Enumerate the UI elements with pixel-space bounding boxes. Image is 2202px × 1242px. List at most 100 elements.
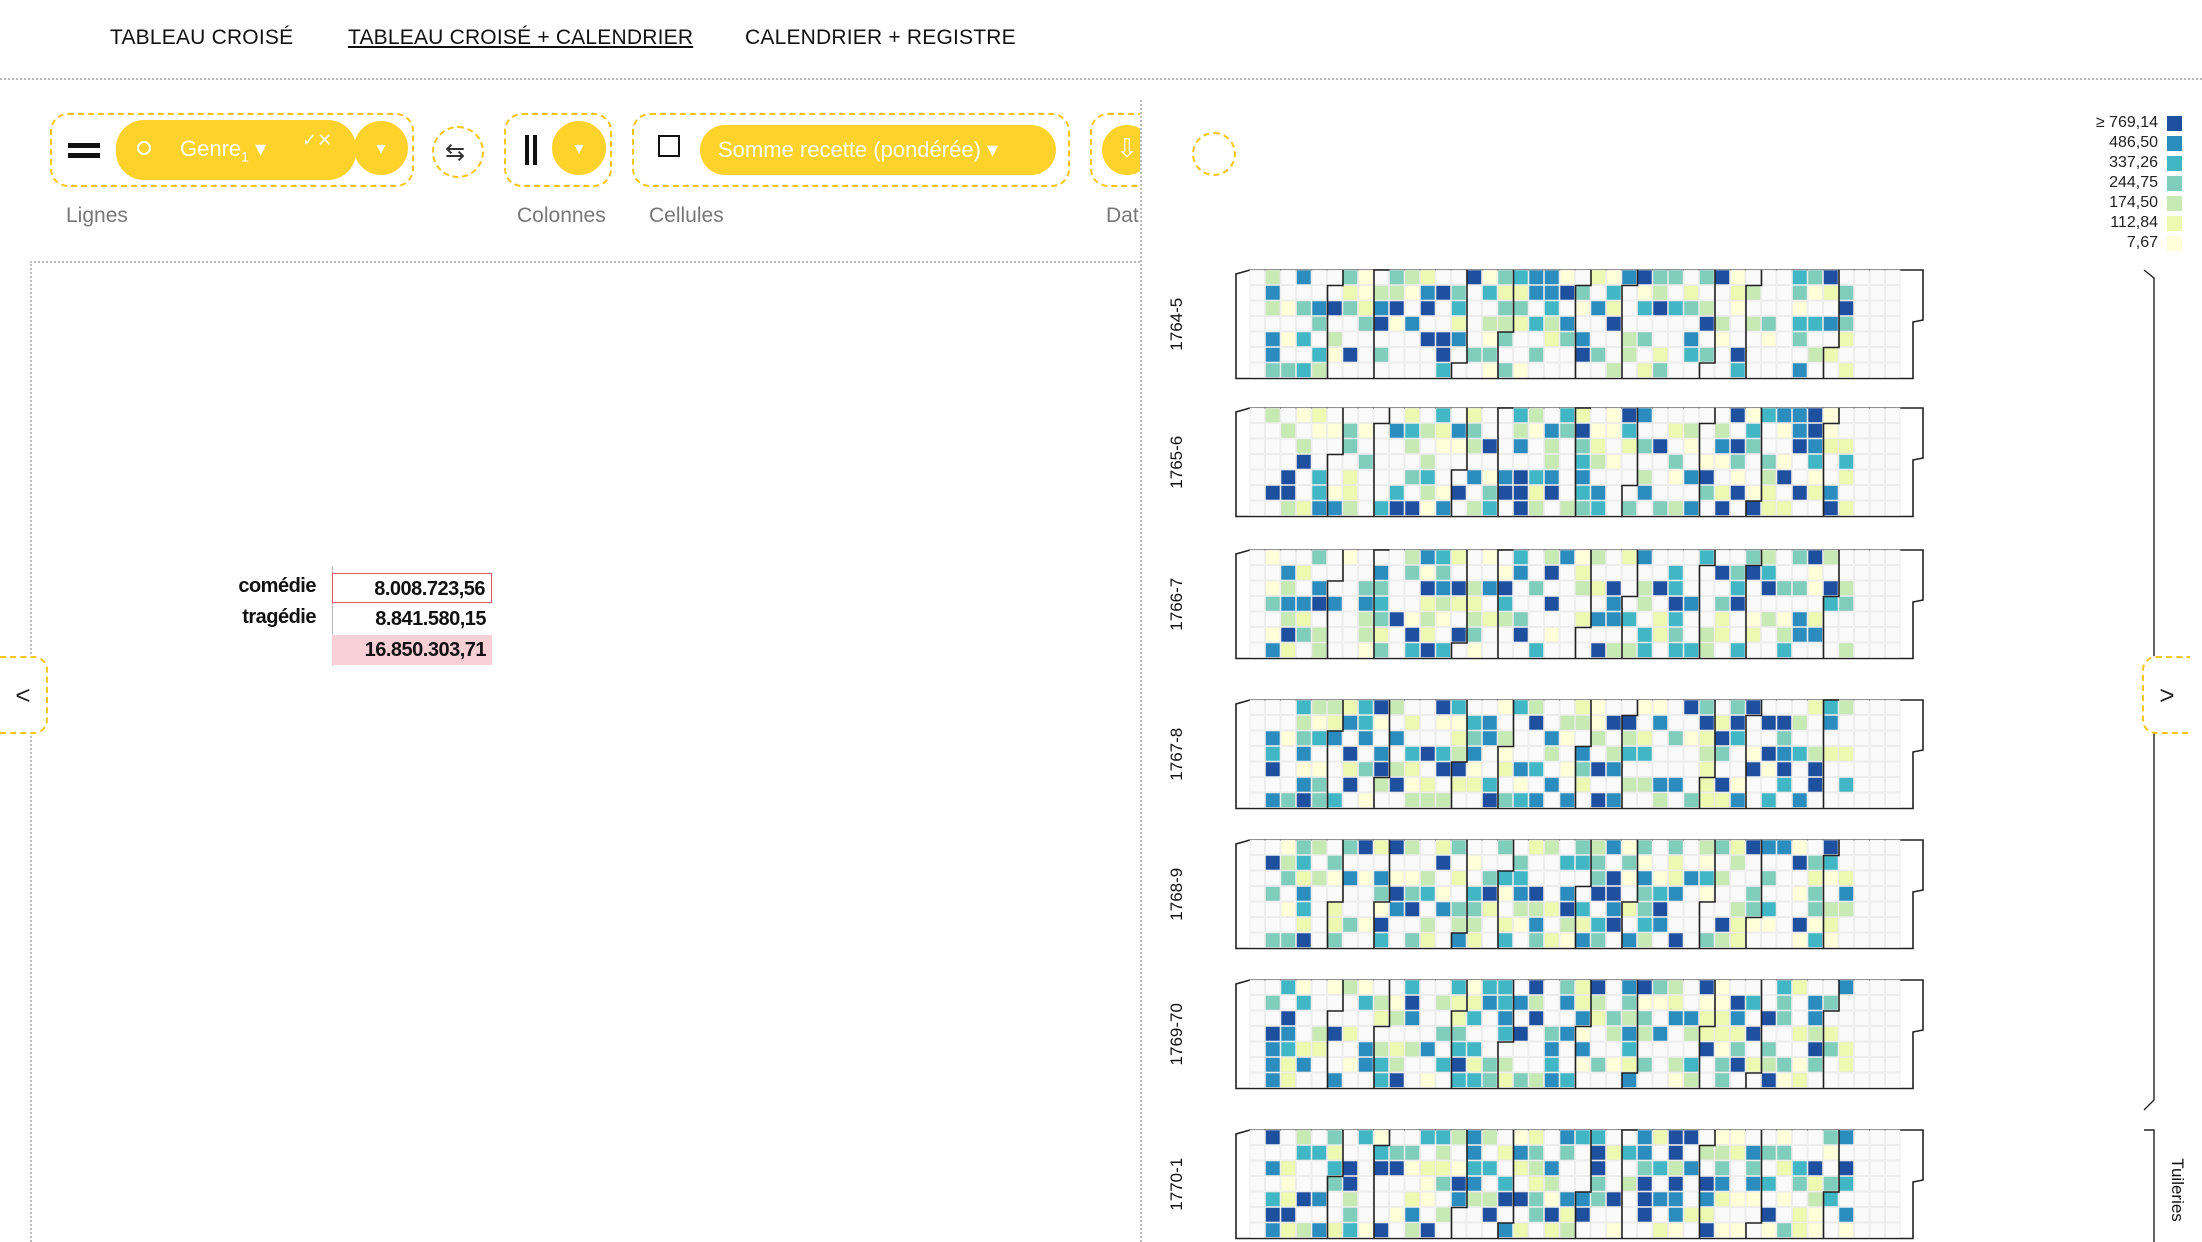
calendar-day-cell[interactable] [1389,423,1405,439]
calendar-day-cell[interactable] [1420,500,1436,516]
calendar-day-cell[interactable] [1792,1129,1808,1145]
calendar-day-cell[interactable] [1730,1026,1746,1042]
calendar-options-button[interactable] [1192,132,1236,176]
calendar-day-cell[interactable] [1404,1207,1420,1223]
calendar-day-cell[interactable] [1327,580,1343,596]
calendar-day-cell[interactable] [1590,500,1606,516]
calendar-day-cell[interactable] [1497,596,1513,612]
calendar-day-cell[interactable] [1497,1191,1513,1207]
calendar-day-cell[interactable] [1559,596,1575,612]
calendar-day-cell[interactable] [1699,1010,1715,1026]
calendar-day-cell[interactable] [1420,269,1436,285]
calendar-day-cell[interactable] [1327,870,1343,886]
calendar-day-cell[interactable] [1869,699,1885,715]
calendar-day-cell[interactable] [1838,454,1854,470]
calendar-day-cell[interactable] [1745,1145,1761,1161]
calendar-day-cell[interactable] [1637,500,1653,516]
calendar-day-cell[interactable] [1373,792,1389,808]
calendar-day-cell[interactable] [1621,870,1637,886]
calendar-day-cell[interactable] [1482,792,1498,808]
calendar-day-cell[interactable] [1590,730,1606,746]
calendar-day-cell[interactable] [1575,932,1591,948]
calendar-day-cell[interactable] [1776,627,1792,643]
calendar-day-cell[interactable] [1389,347,1405,363]
calendar-day-cell[interactable] [1606,565,1622,581]
calendar-day-cell[interactable] [1296,730,1312,746]
calendar-day-cell[interactable] [1389,627,1405,643]
calendar-day-cell[interactable] [1683,362,1699,378]
calendar-day-cell[interactable] [1482,1010,1498,1026]
calendar-day-cell[interactable] [1497,485,1513,501]
calendar-day-cell[interactable] [1652,715,1668,731]
calendar-day-cell[interactable] [1311,746,1327,762]
calendar-day-cell[interactable] [1265,1057,1281,1073]
calendar-day-cell[interactable] [1389,565,1405,581]
calendar-day-cell[interactable] [1807,932,1823,948]
calendar-day-cell[interactable] [1528,1207,1544,1223]
calendar-day-cell[interactable] [1792,1145,1808,1161]
calendar-day-cell[interactable] [1807,580,1823,596]
calendar-day-cell[interactable] [1544,995,1560,1011]
calendar-day-cell[interactable] [1249,1026,1265,1042]
calendar-day-cell[interactable] [1327,1129,1343,1145]
calendar-day-cell[interactable] [1761,1145,1777,1161]
calendar-day-cell[interactable] [1761,627,1777,643]
calendar-day-cell[interactable] [1559,316,1575,332]
calendar-day-cell[interactable] [1714,870,1730,886]
calendar-day-cell[interactable] [1699,855,1715,871]
calendar-day-cell[interactable] [1885,746,1901,762]
calendar-day-cell[interactable] [1249,715,1265,731]
calendar-day-cell[interactable] [1513,901,1529,917]
calendar-day-cell[interactable] [1513,730,1529,746]
calendar-day-cell[interactable] [1559,979,1575,995]
calendar-day-cell[interactable] [1342,1041,1358,1057]
calendar-day-cell[interactable] [1699,300,1715,316]
calendar-day-cell[interactable] [1435,362,1451,378]
calendar-day-cell[interactable] [1420,839,1436,855]
calendar-day-cell[interactable] [1435,627,1451,643]
cells-shelf[interactable]: Somme recette (pondérée) ▾ [632,113,1070,187]
calendar-day-cell[interactable] [1420,469,1436,485]
calendar-day-cell[interactable] [1404,316,1420,332]
calendar-day-cell[interactable] [1544,917,1560,933]
calendar-day-cell[interactable] [1249,1176,1265,1192]
calendar-day-cell[interactable] [1745,500,1761,516]
calendar-day-cell[interactable] [1404,746,1420,762]
calendar-day-cell[interactable] [1854,886,1870,902]
calendar-day-cell[interactable] [1699,423,1715,439]
calendar-day-cell[interactable] [1404,870,1420,886]
calendar-day-cell[interactable] [1652,316,1668,332]
calendar-day-cell[interactable] [1823,565,1839,581]
calendar-day-cell[interactable] [1528,855,1544,871]
calendar-day-cell[interactable] [1280,1072,1296,1088]
calendar-day-cell[interactable] [1373,347,1389,363]
calendar-day-cell[interactable] [1683,746,1699,762]
calendar-day-cell[interactable] [1869,1207,1885,1223]
calendar-day-cell[interactable] [1435,454,1451,470]
calendar-day-cell[interactable] [1823,611,1839,627]
calendar-day-cell[interactable] [1373,285,1389,301]
calendar-day-cell[interactable] [1389,1072,1405,1088]
calendar-day-cell[interactable] [1544,438,1560,454]
calendar-day-cell[interactable] [1559,699,1575,715]
calendar-day-cell[interactable] [1683,580,1699,596]
calendar-day-cell[interactable] [1327,995,1343,1011]
calendar-day-cell[interactable] [1854,331,1870,347]
calendar-day-cell[interactable] [1451,917,1467,933]
calendar-day-cell[interactable] [1544,1010,1560,1026]
calendar-day-cell[interactable] [1311,792,1327,808]
calendar-day-cell[interactable] [1451,1026,1467,1042]
calendar-day-cell[interactable] [1389,901,1405,917]
calendar-day-cell[interactable] [1838,1145,1854,1161]
calendar-day-cell[interactable] [1528,761,1544,777]
calendar-day-cell[interactable] [1249,1222,1265,1238]
calendar-day-cell[interactable] [1668,423,1684,439]
calendar-day-cell[interactable] [1807,438,1823,454]
calendar-day-cell[interactable] [1776,454,1792,470]
calendar-day-cell[interactable] [1575,777,1591,793]
calendar-day-cell[interactable] [1776,1010,1792,1026]
calendar-day-cell[interactable] [1838,331,1854,347]
calendar-day-cell[interactable] [1885,870,1901,886]
calendar-day-cell[interactable] [1466,549,1482,565]
calendar-day-cell[interactable] [1761,423,1777,439]
